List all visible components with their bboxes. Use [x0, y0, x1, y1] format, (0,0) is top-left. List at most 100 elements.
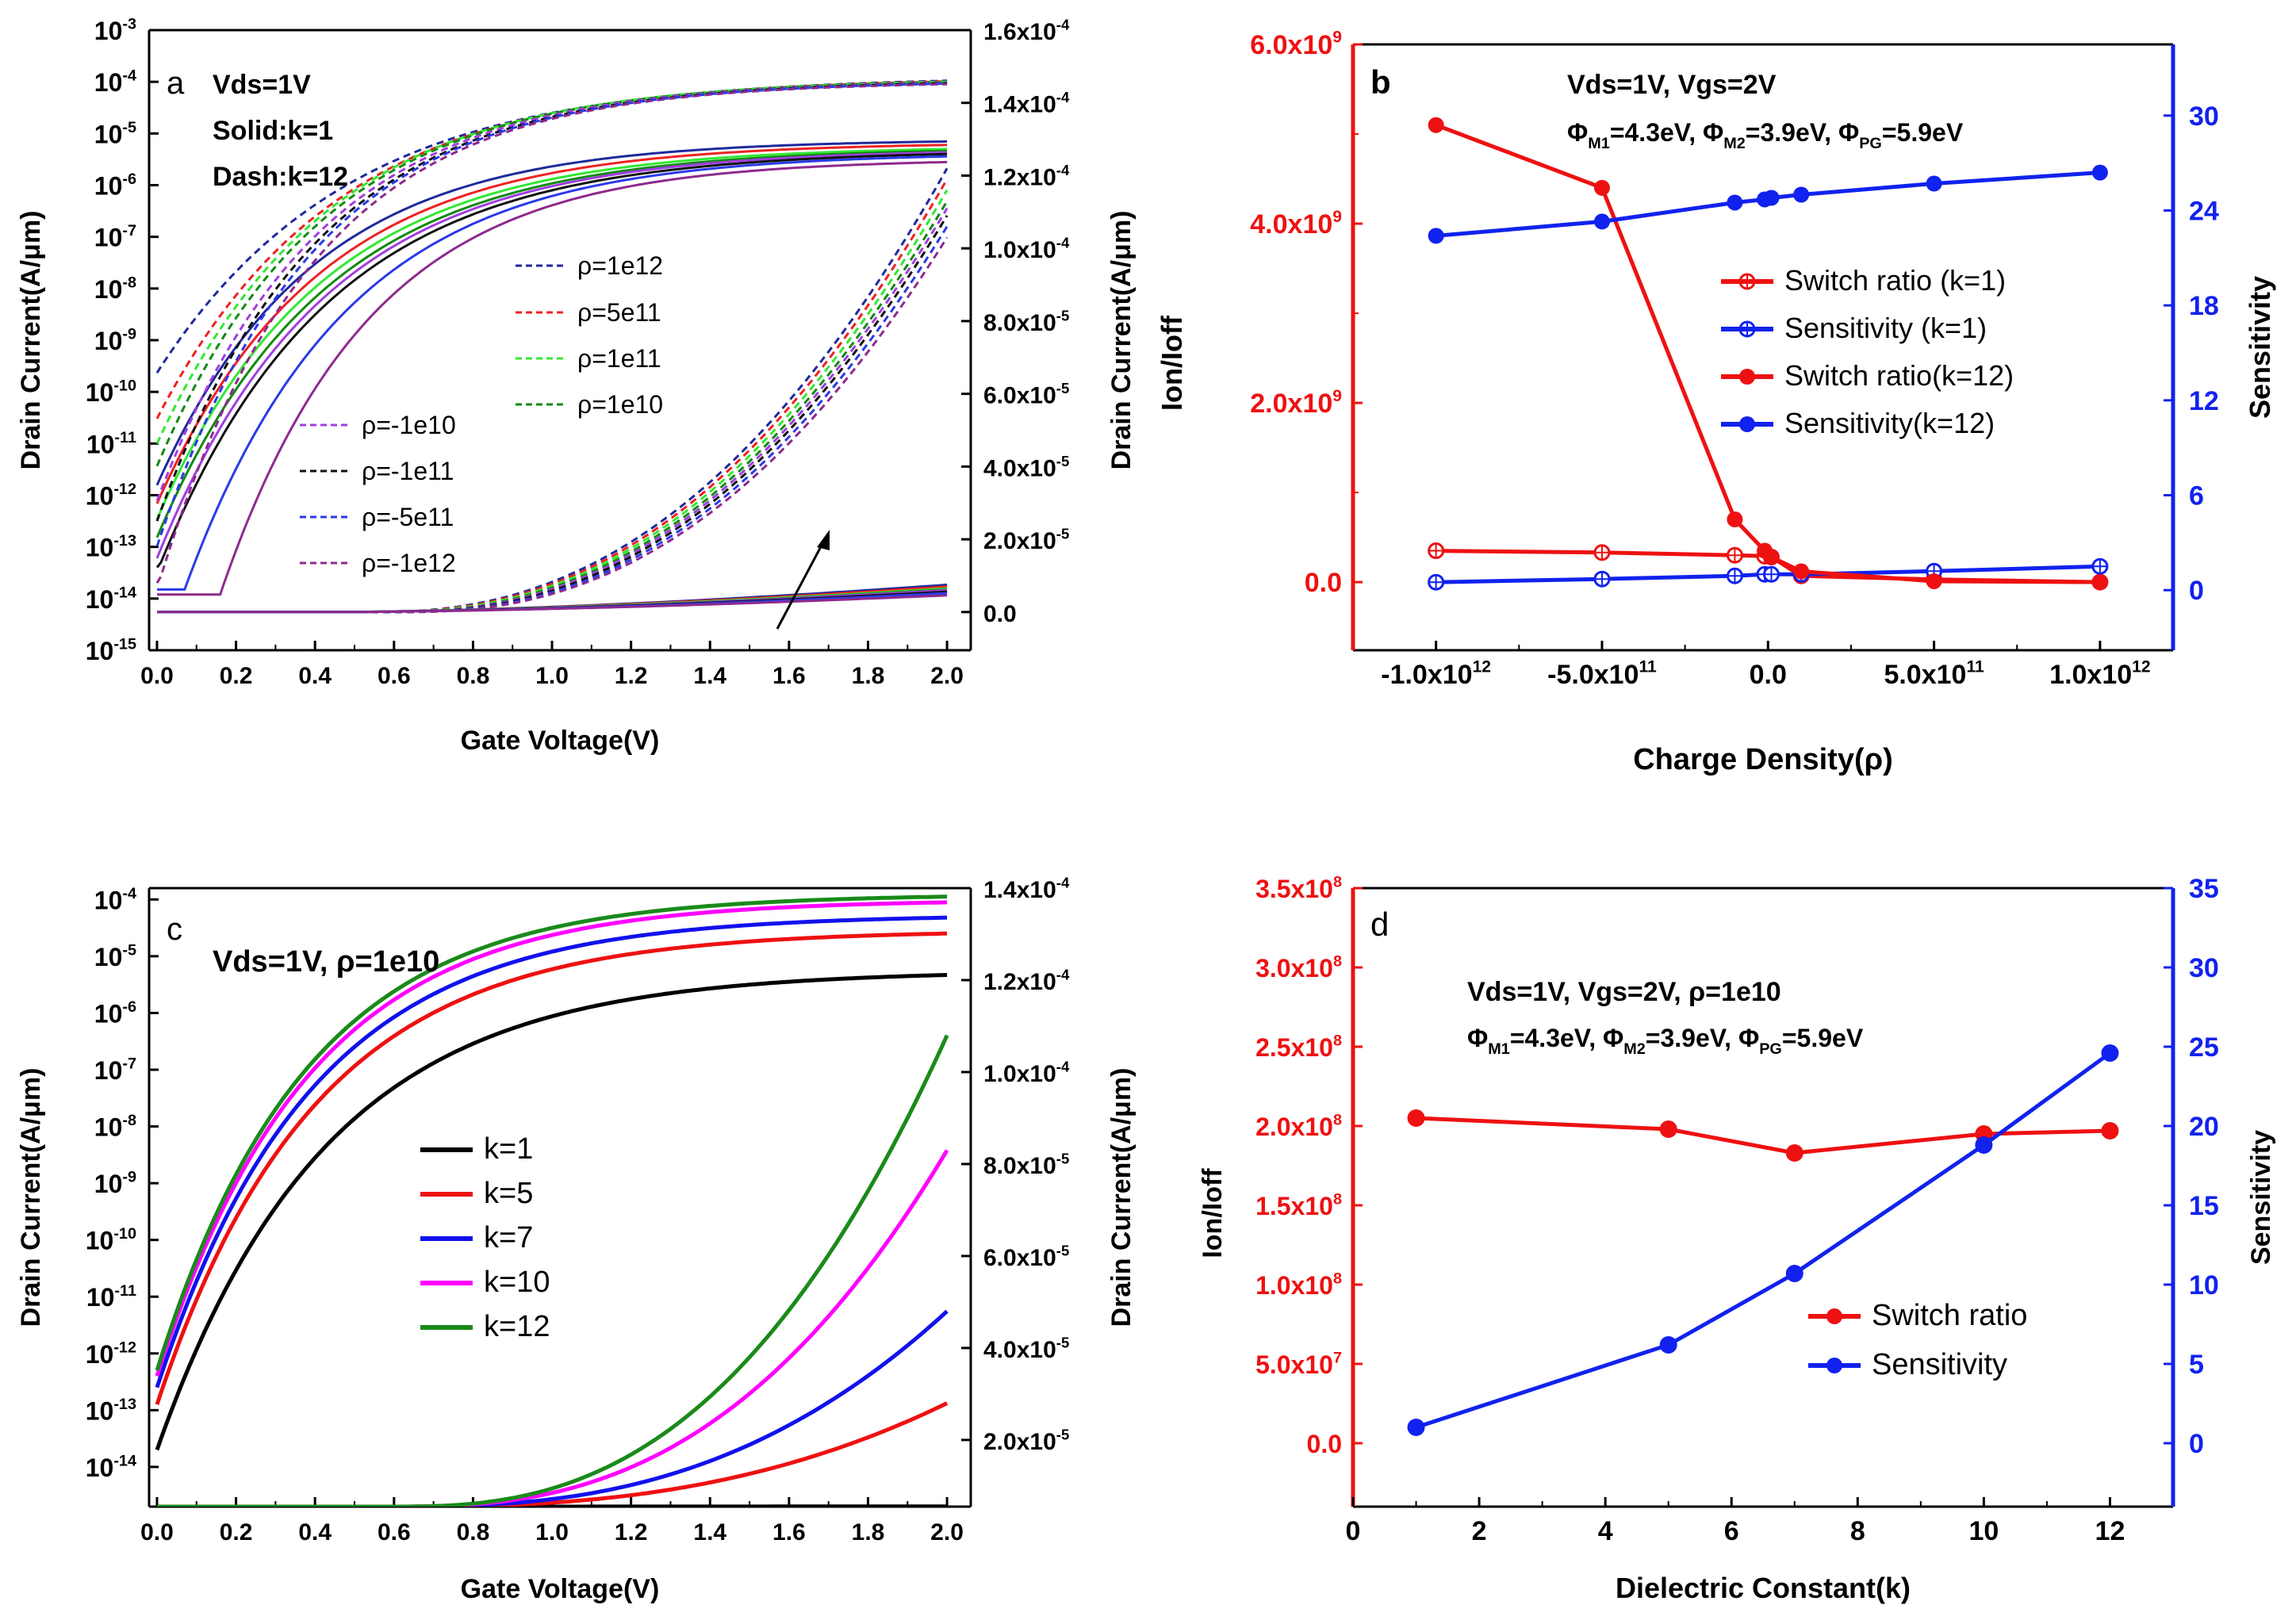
y-right-tick-label: 1.2x10-4 — [983, 162, 1070, 191]
legend-label: k=5 — [484, 1177, 533, 1210]
tick-base: 10 — [94, 1170, 123, 1198]
y-right-tick-label: 0.0 — [983, 601, 1017, 627]
data-point — [1659, 1120, 1677, 1138]
y-right-tick-label: 2.0x10-5 — [983, 526, 1069, 555]
tick-exponent: -5 — [1056, 1334, 1070, 1350]
annotation-text: Solid:k=1 — [213, 116, 333, 146]
tick-exponent: -13 — [113, 532, 136, 550]
y-axis-title-right: Drain Current(A/μm) — [1106, 211, 1137, 470]
data-point — [1593, 213, 1610, 230]
y-tick-label: 10-14 — [86, 1452, 136, 1481]
x-tick-label: 0.6 — [378, 1519, 411, 1545]
tick-exponent: -4 — [1056, 874, 1070, 891]
legend-label: ρ=5e11 — [577, 298, 661, 327]
tick-base: 0.8 — [457, 1519, 490, 1545]
y-right-tick-label: 15 — [2189, 1191, 2219, 1221]
x-axis-title: Gate Voltage(V) — [461, 1574, 660, 1604]
x-tick-label: 2 — [1472, 1516, 1487, 1546]
data-point — [1785, 1265, 1803, 1282]
annotation-line-1: Vds=1V, Vgs=2V, ρ=1e10 — [1467, 977, 1781, 1007]
series-line — [1416, 1116, 2110, 1155]
x-tick-label: 1.2 — [615, 1519, 648, 1545]
y-tick-label: 10-8 — [94, 1112, 136, 1141]
curve-log — [155, 900, 948, 1377]
tick-exponent: 11 — [1966, 658, 1984, 676]
tick-exponent: -5 — [1056, 1426, 1070, 1442]
y-right-tick-label: 10 — [2189, 1270, 2219, 1300]
tick-exponent: 8 — [1333, 874, 1342, 891]
tick-base: 1.0 — [535, 1519, 569, 1545]
y-axis-title: Ion/Ioff — [1198, 1168, 1228, 1258]
curve-dash-log — [155, 81, 948, 467]
tick-exponent: -9 — [122, 326, 136, 343]
tick-base: 1.8 — [852, 1519, 885, 1545]
tick-base: 2.5x10 — [1255, 1033, 1333, 1062]
tick-exponent: -8 — [122, 274, 136, 291]
legend-label: ρ=-5e11 — [362, 503, 454, 531]
legend-label: Sensitivity (k=1) — [1784, 312, 1987, 344]
tick-exponent: 12 — [1473, 658, 1491, 676]
curve-log — [155, 894, 948, 1372]
x-tick-label: 0.0 — [1750, 660, 1787, 690]
subscript: M2 — [1723, 135, 1746, 152]
curve-dash-linear — [157, 215, 949, 614]
tick-exponent: -5 — [1056, 380, 1070, 396]
y-tick-label: 10-6 — [94, 998, 136, 1028]
tick-exponent: -4 — [122, 67, 136, 85]
tick-base: 1.0x10 — [983, 237, 1056, 263]
x-axis-title: Gate Voltage(V) — [461, 726, 660, 756]
x-tick-label: 1.4 — [693, 663, 726, 689]
tick-base: 10 — [94, 224, 123, 252]
legend-label: Sensitivity(k=12) — [1784, 407, 1995, 439]
x-tick-label: 5.0x1011 — [1884, 658, 1984, 690]
tick-base: 1.2x10 — [983, 969, 1056, 995]
curve-solid-log — [157, 155, 948, 591]
x-tick-label: 1.0 — [535, 663, 569, 689]
curve-linear — [157, 1401, 949, 1507]
x-tick-label: 4 — [1598, 1516, 1613, 1546]
y-tick-label: 10-8 — [94, 274, 136, 303]
tick-exponent: -4 — [1056, 966, 1070, 982]
subscript: M1 — [1488, 1040, 1510, 1058]
tick-base: 10 — [94, 68, 123, 97]
tick-base: 10 — [86, 637, 114, 665]
tick-base: 12 — [2095, 1516, 2125, 1546]
tick-base: 10 — [94, 17, 123, 45]
y-axis-title: Drain Current(A/μm) — [16, 1068, 46, 1327]
phi-symbol: Φ — [1703, 118, 1723, 147]
tick-base: 0.0 — [1307, 1430, 1342, 1458]
x-axis-title: Charge Density(ρ) — [1633, 743, 1893, 776]
tick-exponent: -4 — [122, 885, 136, 902]
x-tick-label: 0.4 — [298, 663, 332, 689]
y-tick-label: 0.0 — [1305, 568, 1342, 598]
y-tick-label: 4.0x109 — [1250, 208, 1342, 239]
tick-exponent: 8 — [1333, 1270, 1342, 1288]
y-right-tick-label: 4.0x10-5 — [983, 1334, 1069, 1363]
tick-base: 1.6 — [772, 663, 806, 689]
tick-base: 2 — [1472, 1516, 1487, 1546]
x-tick-label: 0.0 — [140, 1519, 174, 1545]
data-point — [2091, 164, 2108, 181]
phi-symbol: Φ — [1467, 1024, 1488, 1052]
data-point — [1975, 1136, 1993, 1154]
y-tick-label: 10-13 — [86, 1396, 136, 1425]
x-tick-label: 0.8 — [457, 663, 490, 689]
curve-linear — [157, 1149, 949, 1507]
tick-exponent: 8 — [1333, 1112, 1342, 1129]
tick-exponent: -11 — [114, 429, 136, 446]
tick-base: 10 — [94, 943, 123, 971]
annotation-text: =5.9eV — [1882, 118, 1964, 147]
tick-base: 0.0 — [1750, 660, 1787, 690]
tick-base: 10 — [94, 327, 123, 355]
phi-symbol: Φ — [1838, 118, 1859, 147]
curves-a — [155, 79, 949, 614]
y-tick-label: 10-15 — [86, 636, 136, 665]
arrow-head — [817, 530, 830, 550]
tick-base: 1.2 — [615, 1519, 648, 1545]
data-point — [1793, 186, 1810, 203]
tick-base: 1.6 — [772, 1519, 806, 1545]
tick-exponent: 8 — [1333, 953, 1342, 971]
annotation-text: =5.9eV — [1782, 1024, 1864, 1052]
x-tick-label: 2.0 — [930, 663, 964, 689]
